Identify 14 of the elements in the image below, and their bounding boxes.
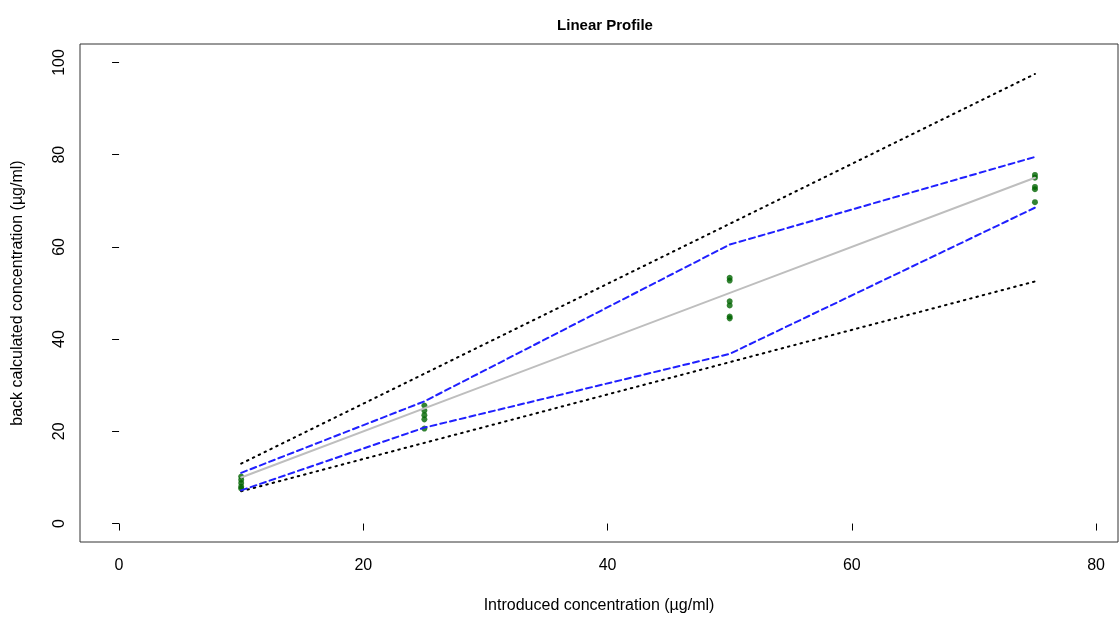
y-tick-label: 100 xyxy=(49,49,67,76)
x-axis-title: Introduced concentration (µg/ml) xyxy=(483,595,715,613)
y-tick-label: 80 xyxy=(49,145,67,164)
x-tick-label: 60 xyxy=(842,555,861,573)
chart-title: Linear Profile xyxy=(557,16,653,33)
x-tick-label: 80 xyxy=(1087,555,1106,573)
x-tick-label: 0 xyxy=(114,555,124,573)
x-tick-label: 40 xyxy=(598,555,617,573)
x-tick-label: 20 xyxy=(354,555,373,573)
y-tick-label: 60 xyxy=(49,237,67,256)
y-tick-label: 20 xyxy=(49,422,67,441)
y-tick-label: 0 xyxy=(49,519,67,529)
y-axis-title: back calculated concentration (µg/ml) xyxy=(7,160,25,426)
y-tick-label: 40 xyxy=(49,330,67,349)
